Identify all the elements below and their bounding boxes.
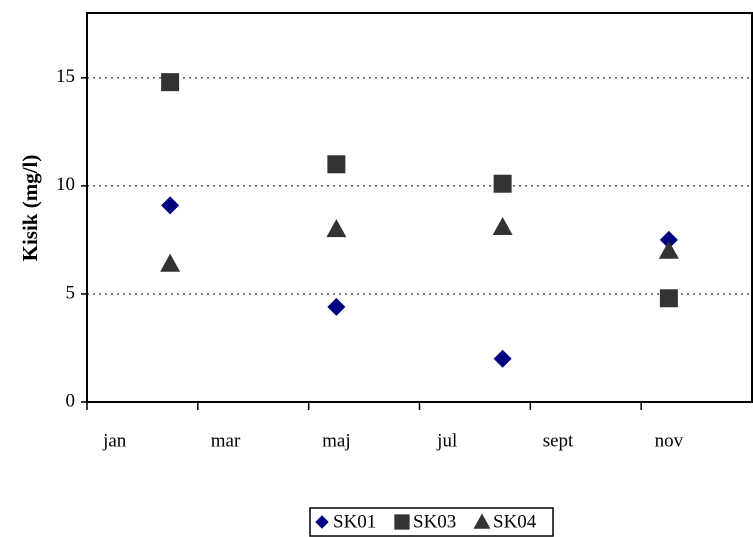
y-axis-label: Kisik (mg/l) — [18, 155, 42, 262]
x-tick-label: jan — [102, 430, 127, 451]
legend-label: SK04 — [493, 511, 537, 532]
marker-square — [493, 174, 512, 193]
x-tick-label: nov — [655, 430, 684, 451]
marker-diamond — [493, 349, 512, 368]
marker-square — [161, 73, 180, 92]
marker-triangle — [492, 216, 513, 235]
marker-triangle — [160, 253, 181, 272]
y-tick-label: 15 — [56, 66, 75, 87]
marker-triangle — [326, 219, 347, 238]
legend — [309, 507, 554, 537]
marker-diamond — [161, 196, 180, 215]
legend-label: SK03 — [413, 511, 456, 532]
x-tick-label: jul — [436, 430, 457, 451]
x-tick-label: sept — [543, 430, 574, 451]
marker-diamond — [327, 297, 346, 316]
y-tick-label: 5 — [66, 282, 76, 303]
marker-triangle — [658, 240, 679, 259]
y-tick-label: 0 — [66, 390, 76, 411]
legend-label: SK01 — [333, 511, 376, 532]
x-tick-label: maj — [322, 430, 351, 451]
x-tick-label: mar — [211, 430, 241, 451]
legend-marker — [394, 514, 410, 530]
marker-diamond — [659, 230, 678, 249]
legend-marker — [315, 515, 329, 529]
plot-area — [86, 12, 753, 403]
y-tick-label: 10 — [56, 174, 75, 195]
legend-marker — [473, 513, 491, 529]
marker-square — [327, 155, 346, 174]
marker-square — [659, 289, 678, 308]
